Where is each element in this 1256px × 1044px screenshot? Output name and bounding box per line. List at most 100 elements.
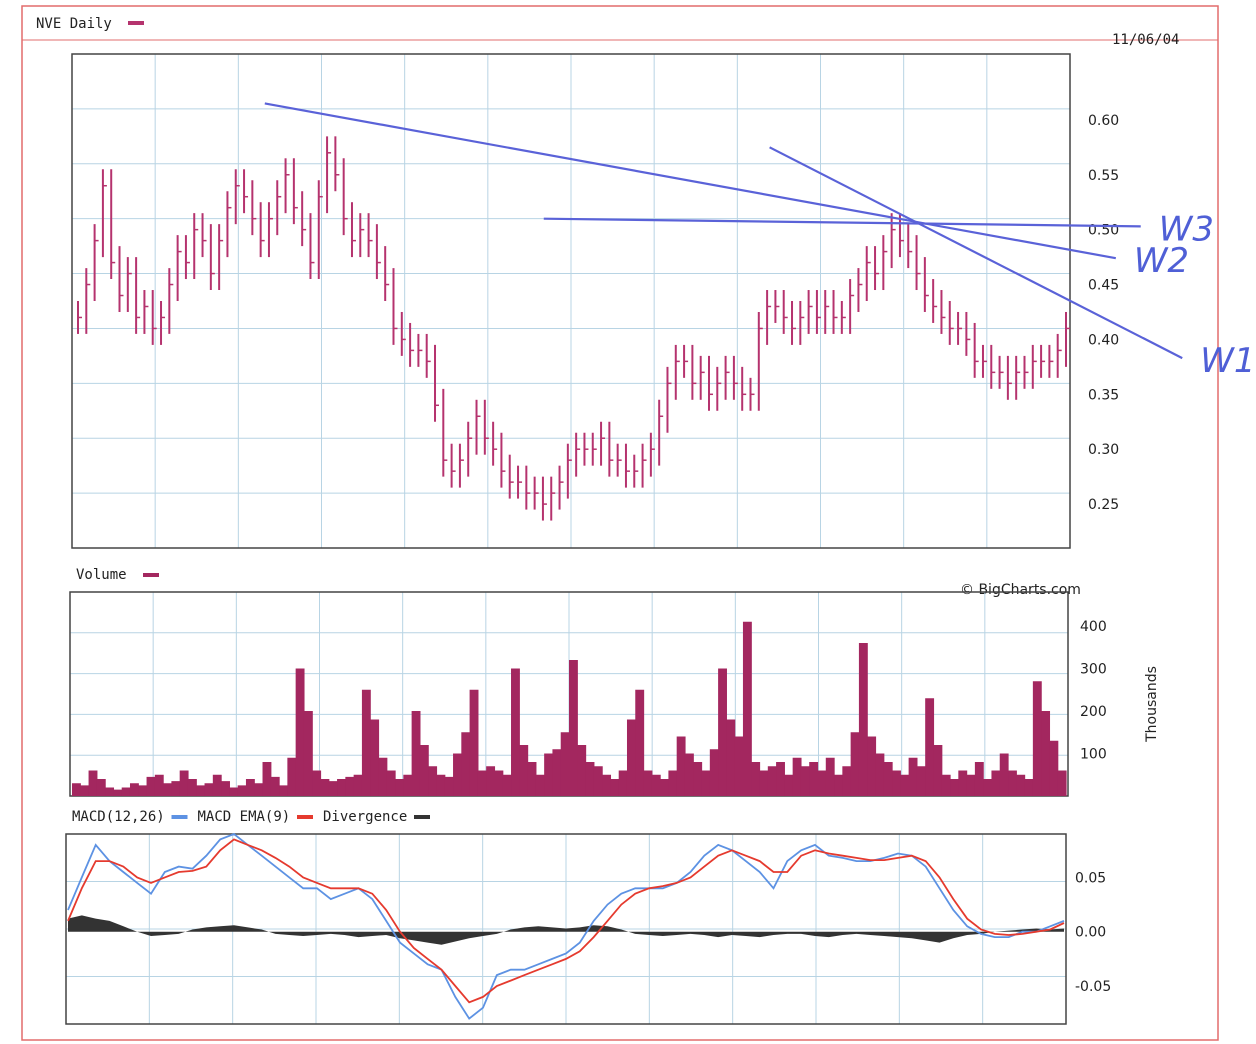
y-tick-label: -0.05 bbox=[1075, 979, 1111, 995]
macd-legend-swatch bbox=[297, 815, 313, 819]
volume-bar bbox=[560, 732, 570, 796]
volume-bar bbox=[734, 736, 744, 796]
volume-bar bbox=[966, 774, 976, 796]
volume-bar bbox=[900, 774, 910, 796]
volume-bar bbox=[858, 643, 868, 796]
volume-bar bbox=[395, 779, 404, 796]
volume-bar bbox=[867, 736, 877, 796]
volume-bar bbox=[502, 774, 512, 796]
volume-bar bbox=[610, 779, 620, 796]
volume-bar bbox=[477, 770, 487, 796]
volume-bar bbox=[809, 762, 819, 796]
volume-bar bbox=[842, 766, 852, 796]
volume-bar bbox=[337, 779, 346, 796]
volume-bar bbox=[850, 732, 860, 796]
volume-bar bbox=[618, 770, 628, 796]
volume-bar bbox=[577, 745, 587, 796]
volume-bar bbox=[163, 783, 172, 796]
macd-ema-line bbox=[67, 838, 1065, 1004]
volume-bar bbox=[974, 762, 984, 796]
volume-bar bbox=[817, 770, 827, 796]
volume-bar bbox=[411, 711, 421, 796]
volume-bar bbox=[925, 698, 935, 796]
volume-bar bbox=[146, 776, 156, 796]
y-tick-label: 400 bbox=[1080, 619, 1107, 635]
volume-bar bbox=[742, 621, 752, 796]
volume-bar bbox=[651, 774, 661, 796]
volume-bar bbox=[709, 749, 719, 796]
volume-bar bbox=[1008, 770, 1017, 796]
volume-bar bbox=[552, 749, 562, 796]
volume-bar bbox=[1032, 681, 1042, 796]
y-tick-label: 0.40 bbox=[1088, 332, 1119, 348]
volume-bar bbox=[726, 719, 736, 796]
volume-bar bbox=[933, 745, 943, 796]
macd-line bbox=[67, 832, 1065, 1020]
y-tick-label: 0.60 bbox=[1088, 113, 1119, 129]
volume-bar bbox=[428, 766, 438, 796]
volume-title: Volume bbox=[76, 567, 127, 583]
volume-bar bbox=[602, 774, 612, 796]
volume-bar bbox=[776, 762, 785, 796]
volume-bar bbox=[1041, 711, 1051, 796]
volume-bar bbox=[138, 785, 148, 796]
volume-bar bbox=[593, 766, 603, 796]
y-tick-label: 0.25 bbox=[1088, 497, 1119, 513]
volume-bar bbox=[535, 774, 545, 796]
volume-bar bbox=[792, 757, 802, 796]
volume-bar bbox=[494, 770, 504, 796]
volume-bar bbox=[88, 770, 98, 796]
volume-bar bbox=[378, 757, 388, 796]
volume-bar bbox=[701, 770, 711, 796]
volume-bar bbox=[361, 689, 371, 796]
volume-bar bbox=[569, 660, 578, 796]
y-tick-label: 0.55 bbox=[1088, 168, 1119, 184]
y-tick-label: 0.35 bbox=[1088, 387, 1119, 403]
volume-bar bbox=[171, 781, 181, 796]
macd-legend-swatch bbox=[171, 815, 188, 819]
volume-bar bbox=[303, 711, 313, 796]
volume-bar bbox=[295, 668, 305, 796]
volume-bar bbox=[419, 745, 429, 796]
volume-bar bbox=[204, 783, 214, 796]
volume-bar bbox=[221, 781, 230, 796]
volume-bar bbox=[262, 762, 272, 796]
macd-axis: 0.05 0.00 -0.05 bbox=[1075, 870, 1111, 995]
y-tick-label: 0.00 bbox=[1075, 925, 1106, 941]
volume-bar bbox=[245, 779, 255, 796]
trendline-label-w1: W1 bbox=[1200, 341, 1255, 381]
volume-bar bbox=[196, 785, 206, 796]
volume-bar bbox=[784, 774, 794, 796]
macd-legend-label: MACD EMA(9) bbox=[198, 809, 291, 825]
volume-bar bbox=[237, 785, 247, 796]
volume-bar bbox=[72, 783, 81, 796]
trendline-w3 bbox=[543, 217, 1141, 228]
volume-bar bbox=[527, 762, 537, 796]
volume-bar bbox=[312, 770, 322, 796]
volume-bar bbox=[179, 770, 189, 796]
price-grid bbox=[72, 54, 1070, 548]
volume-bar bbox=[759, 770, 769, 796]
volume-bar bbox=[370, 719, 380, 796]
volume-bar bbox=[129, 783, 139, 796]
macd-legend-label: MACD(12,26) bbox=[72, 809, 165, 825]
volume-bar bbox=[270, 776, 280, 796]
volume-legend-swatch bbox=[143, 573, 159, 577]
volume-bar bbox=[1024, 779, 1034, 796]
volume-bar bbox=[345, 776, 355, 796]
volume-bar bbox=[800, 766, 810, 796]
price-legend-swatch bbox=[128, 21, 144, 25]
volume-bar bbox=[892, 770, 901, 796]
chart-date: 11/06/04 bbox=[1112, 32, 1179, 48]
volume-bar bbox=[676, 736, 686, 796]
y-tick-label: 100 bbox=[1080, 747, 1107, 763]
volume-bar bbox=[212, 774, 222, 796]
volume-bar bbox=[958, 770, 968, 796]
volume-bar bbox=[453, 753, 462, 796]
volume-bar bbox=[751, 762, 761, 796]
volume-bar bbox=[626, 719, 636, 796]
macd-panel bbox=[65, 833, 1067, 1025]
volume-bar bbox=[320, 779, 330, 796]
trendline-w1 bbox=[769, 146, 1183, 360]
